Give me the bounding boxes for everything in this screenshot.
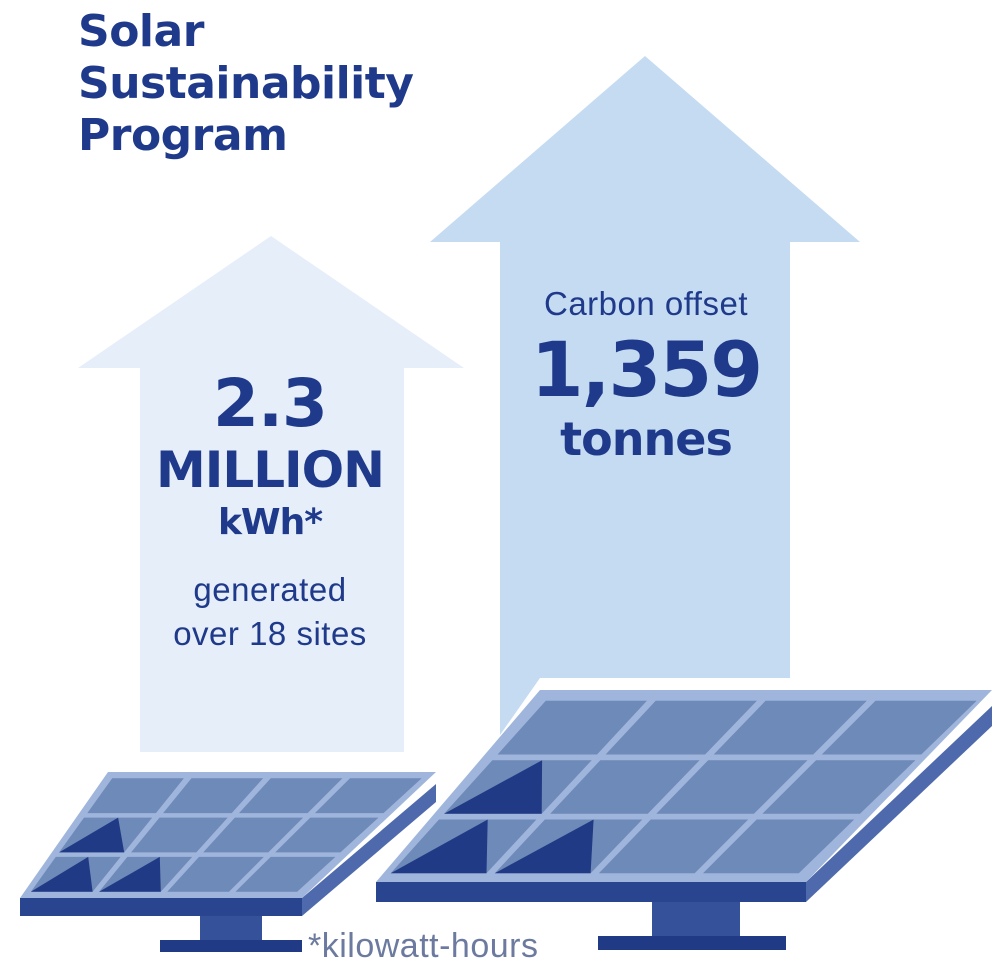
panel-cell bbox=[314, 778, 422, 814]
panel-cell-shadow bbox=[494, 819, 594, 874]
panel-cell bbox=[275, 817, 379, 853]
panel-cell bbox=[87, 778, 184, 814]
panel-cell bbox=[239, 778, 343, 814]
energy-caption-line-2: over 18 sites bbox=[173, 615, 367, 652]
panel-cell bbox=[203, 817, 304, 853]
panel-cell-shadow bbox=[390, 819, 488, 874]
title-line-3: Program bbox=[78, 110, 288, 161]
title-line-1: Solar bbox=[78, 6, 204, 57]
panel-cell bbox=[235, 856, 336, 892]
panel-cell bbox=[550, 760, 700, 814]
carbon-offset-stat: Carbon offset 1,359 tonnes bbox=[500, 282, 792, 464]
panel-cell bbox=[598, 819, 749, 874]
panel-cell bbox=[713, 700, 867, 755]
panel-cell bbox=[703, 819, 855, 874]
panel-cell bbox=[762, 760, 916, 814]
right-panel-cells bbox=[390, 700, 977, 874]
panel-cell bbox=[167, 856, 264, 892]
right-up-arrow-icon bbox=[430, 56, 860, 735]
panel-cell-shadow bbox=[59, 817, 125, 853]
left-panel-cells bbox=[30, 778, 422, 892]
panel-cell bbox=[605, 700, 757, 755]
panel-cell bbox=[821, 700, 977, 755]
carbon-offset-value: 1,359 bbox=[530, 325, 763, 414]
energy-unit: kWh* bbox=[217, 502, 323, 543]
panel-cell bbox=[131, 817, 228, 853]
page-title: Solar Sustainability Program bbox=[78, 6, 414, 162]
panel-cell bbox=[656, 760, 808, 814]
carbon-offset-label: Carbon offset bbox=[543, 285, 749, 322]
panel-cell-shadow bbox=[99, 856, 161, 892]
panel-cell bbox=[497, 700, 647, 755]
footnote: *kilowatt-hours bbox=[308, 927, 539, 965]
left-up-arrow-icon bbox=[78, 236, 464, 752]
energy-scale: MILLION bbox=[155, 441, 385, 499]
energy-caption-line-1: generated bbox=[193, 571, 347, 608]
panel-cell bbox=[163, 778, 264, 814]
carbon-offset-unit: tonnes bbox=[560, 412, 733, 466]
energy-generated-stat: 2.3 MILLION kWh* generated over 18 sites bbox=[138, 368, 402, 656]
panel-cell-shadow bbox=[30, 856, 93, 892]
panel-cell-shadow bbox=[444, 760, 543, 814]
energy-value: 2.3 bbox=[213, 365, 328, 442]
title-line-2: Sustainability bbox=[78, 58, 414, 109]
